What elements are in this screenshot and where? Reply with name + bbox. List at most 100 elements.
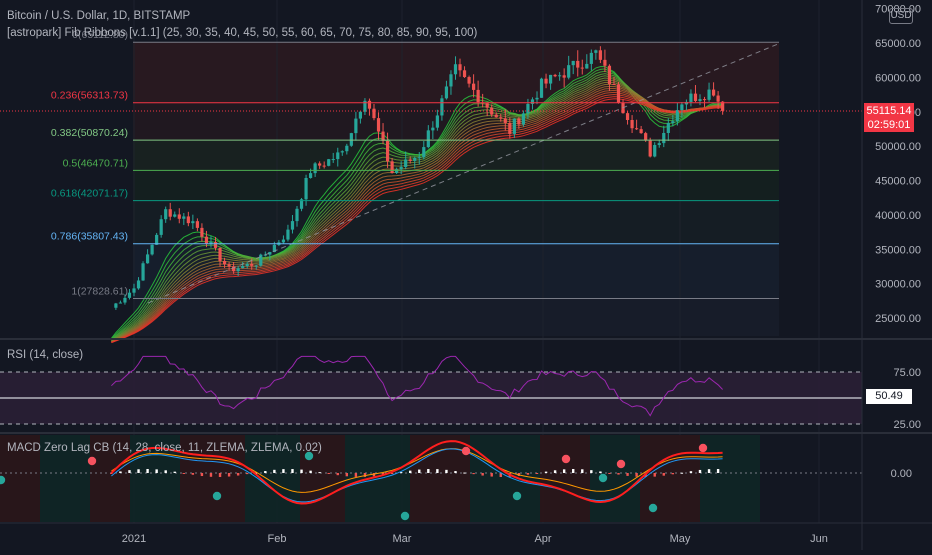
macd-histogram-bar: [490, 473, 493, 477]
candle-body: [136, 280, 141, 289]
macd-cross-dot: [400, 511, 410, 521]
currency-button[interactable]: USD: [889, 8, 913, 24]
candle-body: [404, 159, 408, 167]
candle-body: [607, 65, 612, 84]
candle-body: [145, 254, 150, 264]
candle-body: [689, 93, 693, 102]
macd-histogram-bar: [553, 470, 557, 473]
macd-histogram-bar: [119, 471, 122, 473]
candle-body: [435, 115, 439, 128]
candle-body: [571, 60, 575, 66]
candle-body: [662, 132, 666, 144]
macd-histogram-bar: [354, 473, 358, 477]
candle-body: [345, 145, 349, 152]
macd-cross-dot: [87, 456, 97, 466]
candle-body: [349, 133, 353, 146]
time-axis-label: Apr: [534, 533, 551, 545]
candle-body: [195, 221, 199, 228]
fib-ribbon-line: [111, 70, 723, 341]
candle-body: [354, 118, 358, 134]
fib-ribbon-line: [111, 93, 723, 343]
candle-body: [598, 50, 602, 60]
candle-body: [191, 221, 195, 224]
macd-histogram-bar: [454, 471, 457, 473]
candle-body: [585, 63, 589, 69]
candle-body: [630, 119, 634, 129]
macd-histogram-bar: [110, 473, 113, 474]
candle-body: [721, 101, 725, 111]
indicator-title[interactable]: [astropark] Fib Ribbons [v.1.1] (25, 30,…: [7, 27, 478, 39]
macd-cross-dot: [648, 503, 658, 513]
symbol-title[interactable]: Bitcoin / U.S. Dollar, 1D, BITSTAMP: [7, 10, 191, 22]
rsi-title[interactable]: RSI (14, close): [7, 349, 84, 361]
macd-histogram-bar: [662, 473, 665, 476]
candle-body: [508, 122, 512, 134]
macd-histogram-bar: [390, 473, 394, 474]
candle-body: [648, 140, 652, 157]
macd-histogram-bar: [617, 473, 620, 475]
fib-zone: [133, 298, 779, 336]
macd-histogram-bar: [572, 469, 575, 473]
fib-ribbon-line: [111, 73, 723, 341]
candle-body: [675, 110, 679, 122]
candle-body: [281, 239, 286, 243]
candle-body: [268, 251, 272, 255]
candle-body: [698, 99, 702, 102]
candle-body: [141, 263, 145, 281]
macd-histogram-bar: [218, 473, 222, 477]
macd-histogram-bar: [635, 473, 638, 477]
macd-trend-band: [245, 435, 300, 522]
candle-body: [476, 89, 480, 103]
macd-histogram-bar: [336, 473, 339, 476]
fib-level-label: 0.236(56313.73): [51, 90, 128, 102]
candle-body: [517, 118, 521, 125]
candle-body: [494, 114, 498, 118]
macd-title[interactable]: MACD Zero Lag CB (14, 28, close, 11, ZLE…: [7, 442, 322, 454]
candle-body: [381, 131, 385, 141]
candle-body: [132, 288, 136, 293]
candle-body: [567, 65, 571, 78]
candle-body: [535, 97, 539, 100]
macd-tick-label: 0.00: [891, 468, 912, 480]
candle-body: [558, 75, 562, 77]
candle-body: [449, 74, 453, 87]
macd-trend-band: [470, 435, 540, 522]
candle-body: [589, 52, 593, 64]
candle-body: [304, 177, 308, 200]
macd-histogram-bar: [707, 469, 711, 473]
fib-ribbon-line: [111, 84, 723, 343]
macd-histogram-bar: [146, 469, 149, 473]
candle-body: [635, 128, 639, 130]
macd-signal-line: [111, 448, 723, 493]
macd-histogram-bar: [409, 470, 412, 473]
candle-body: [485, 103, 489, 108]
candle-body: [711, 89, 716, 96]
candle-body: [458, 64, 462, 71]
candle-body: [331, 159, 335, 161]
macd-histogram-bar: [209, 473, 213, 477]
candle-body: [159, 219, 163, 235]
macd-histogram-bar: [680, 472, 684, 474]
macd-histogram-bar: [581, 469, 584, 473]
macd-histogram-bar: [689, 471, 693, 473]
candle-body: [644, 133, 648, 141]
candle-body: [222, 260, 227, 265]
macd-trend-band: [90, 435, 130, 522]
rsi-value-tag: 50.49: [866, 389, 912, 404]
candle-body: [127, 292, 132, 298]
candle-body: [666, 122, 670, 133]
macd-histogram-bar: [155, 469, 158, 473]
candle-body: [385, 140, 390, 162]
macd-histogram-bar: [472, 473, 475, 475]
macd-cross-dot: [561, 454, 571, 464]
candle-body: [413, 158, 417, 161]
candle-body: [472, 83, 476, 90]
candle-body: [594, 50, 598, 53]
candle-body: [376, 118, 381, 132]
price-tick-label: 25000.00: [875, 313, 921, 325]
last-price: 55115.14: [866, 105, 912, 117]
candle-body: [250, 263, 254, 266]
macd-histogram-bar: [372, 473, 376, 477]
macd-cross-dot: [0, 475, 6, 485]
